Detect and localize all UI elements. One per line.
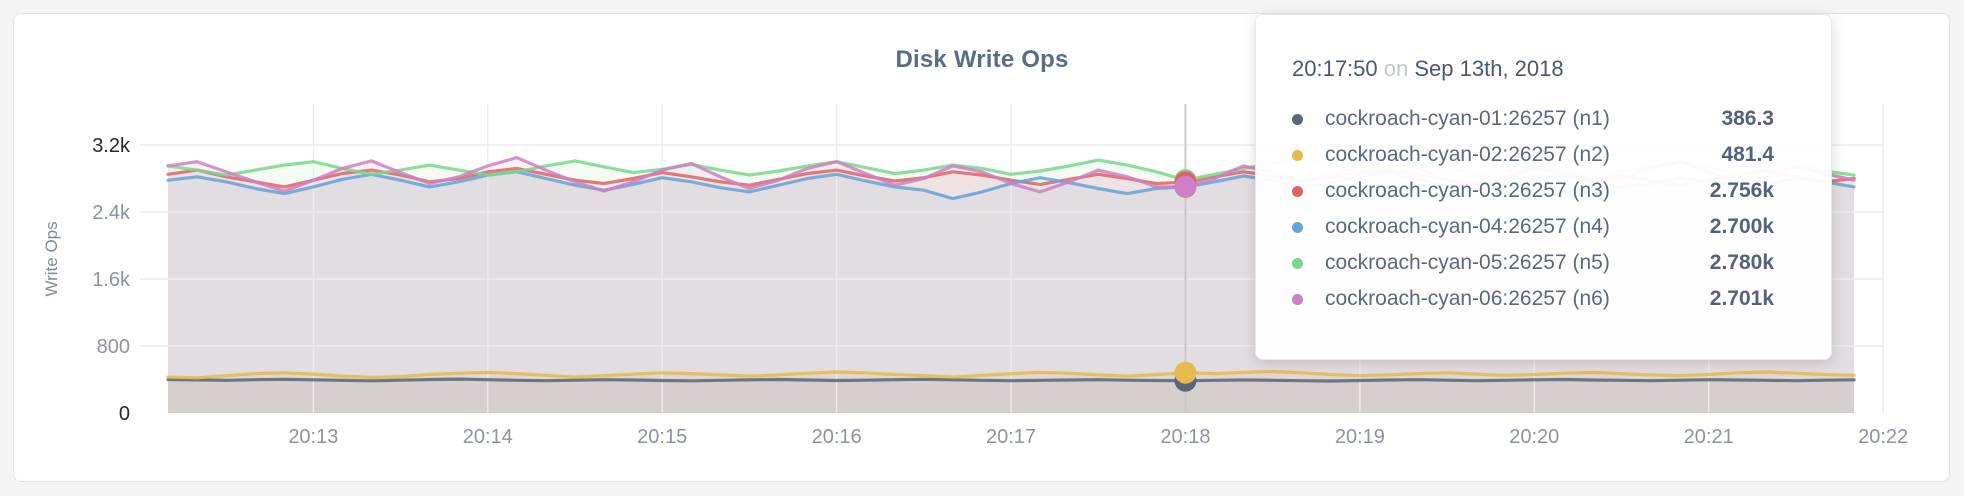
y-axis-tick-label: 2.4k [92,202,131,224]
x-axis-tick-label: 20:21 [1684,426,1734,448]
x-axis-tick-label: 20:14 [463,426,513,448]
series-name: cockroach-cyan-03:26257 (n3) [1325,179,1610,202]
series-value: 386.3 [1721,107,1774,130]
series-color-dot [1292,293,1303,305]
series-value: 481.4 [1721,143,1774,166]
x-axis-tick-label: 20:18 [1160,426,1210,448]
tooltip-series-row: cockroach-cyan-05:26257 (n5) 2.780k [1292,245,1774,281]
y-axis-tick-label: 3.2k [92,135,131,157]
series-value: 2.780k [1709,251,1774,274]
x-axis-tick-label: 20:15 [637,426,687,448]
x-axis-tick-label: 20:16 [812,426,862,448]
tooltip-header: 20:17:50 on Sep 13th, 2018 [1292,55,1774,83]
chart-tooltip: 20:17:50 on Sep 13th, 2018 cockroach-cya… [1255,14,1832,360]
series-color-dot [1292,113,1303,125]
x-axis-tick-label: 20:22 [1858,426,1908,448]
series-color-dot [1292,185,1303,197]
series-value: 2.700k [1709,215,1774,238]
y-axis-tick-label: 1.6k [92,269,131,291]
series-name: cockroach-cyan-01:26257 (n1) [1325,107,1610,130]
series-line-n1 [166,377,1856,383]
tooltip-date: Sep 13th, 2018 [1414,56,1564,81]
series-value: 2.756k [1709,179,1774,202]
y-axis-tick-label: 0 [119,403,130,425]
x-axis-tick-label: 20:20 [1509,426,1559,448]
hover-dot-n2[interactable] [1174,361,1197,384]
series-color-dot [1292,257,1303,269]
tooltip-series-row: cockroach-cyan-06:26257 (n6) 2.701k [1292,281,1774,317]
hover-dot-n6[interactable] [1174,175,1197,198]
y-axis-title: Write Ops [42,221,61,296]
series-name: cockroach-cyan-06:26257 (n6) [1325,287,1610,310]
tooltip-series-row: cockroach-cyan-03:26257 (n3) 2.756k [1292,173,1774,209]
tooltip-series-row: cockroach-cyan-01:26257 (n1) 386.3 [1292,101,1774,137]
x-axis-tick-label: 20:13 [288,426,338,448]
tooltip-rows: cockroach-cyan-01:26257 (n1) 386.3 cockroa… [1292,101,1774,317]
series-value: 2.701k [1709,287,1774,310]
tooltip-series-row: cockroach-cyan-04:26257 (n4) 2.700k [1292,209,1774,245]
series-name: cockroach-cyan-05:26257 (n5) [1325,251,1610,274]
series-color-dot [1292,221,1303,233]
series-name: cockroach-cyan-02:26257 (n2) [1325,143,1610,166]
series-line-n2 [166,369,1856,380]
x-axis-tick-label: 20:17 [986,426,1036,448]
series-name: cockroach-cyan-04:26257 (n4) [1325,215,1610,238]
chart-title: Disk Write Ops [895,46,1069,73]
series-color-dot [1292,149,1303,161]
tooltip-time: 20:17:50 [1292,56,1378,81]
tooltip-conjunction: on [1383,56,1409,81]
y-axis-tick-label: 800 [97,336,130,358]
x-axis-tick-label: 20:19 [1335,426,1385,448]
tooltip-series-row: cockroach-cyan-02:26257 (n2) 481.4 [1292,137,1774,173]
